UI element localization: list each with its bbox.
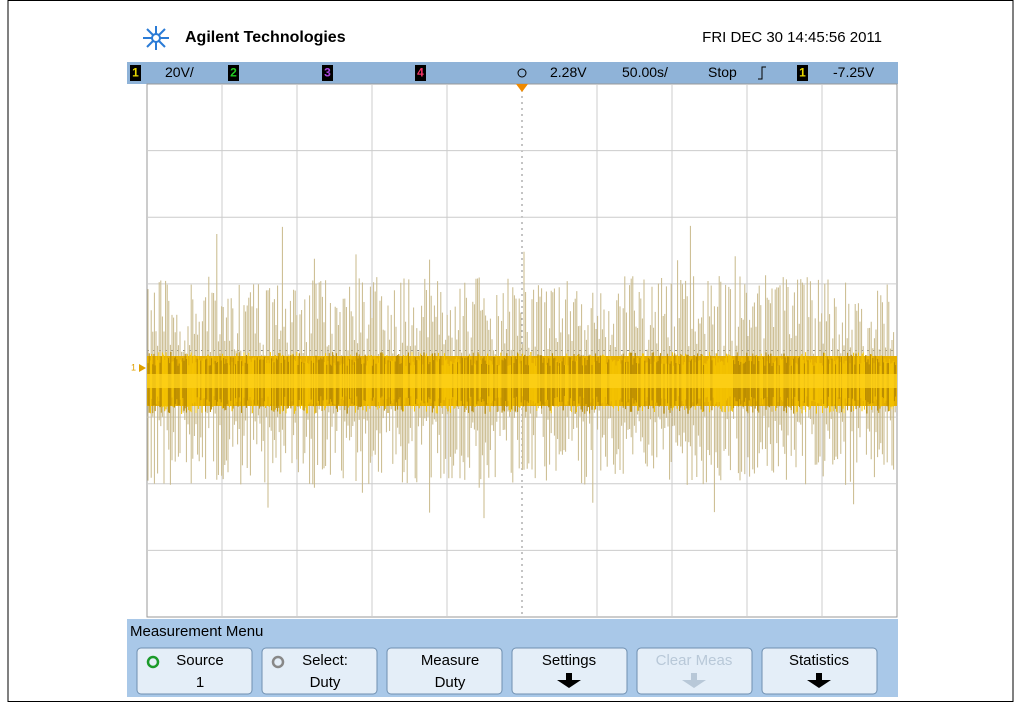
- brand: Agilent Technologies: [185, 29, 346, 46]
- datetime: FRI DEC 30 14:45:56 2011: [702, 29, 882, 46]
- button-label: Source: [176, 652, 224, 669]
- page: Agilent Technologies FRI DEC 30 14:45:56…: [0, 0, 1015, 702]
- channel-scale: 20V/: [165, 64, 194, 80]
- button-label: Clear Meas: [656, 652, 733, 669]
- button-label: Settings: [542, 652, 596, 669]
- menu-title: Measurement Menu: [130, 623, 263, 640]
- run-state: Stop: [708, 64, 737, 80]
- channel-number: 4: [417, 66, 424, 80]
- channel-number: 2: [230, 66, 237, 80]
- status-bar: [127, 62, 898, 84]
- down-arrow-stem: [816, 673, 822, 681]
- channel-number: 1: [132, 66, 139, 80]
- button-label: Select:: [302, 652, 348, 669]
- trigger-offset: -7.25V: [833, 64, 875, 80]
- trigger-level: 2.28V: [550, 64, 587, 80]
- button-value: 1: [196, 674, 204, 691]
- button-label: Measure: [421, 652, 479, 669]
- down-arrow-stem: [566, 673, 572, 681]
- timebase: 50.00s/: [622, 64, 668, 80]
- logo: [143, 26, 169, 50]
- down-arrow-stem: [691, 673, 697, 681]
- button-value: Duty: [435, 674, 466, 691]
- channel-number: 1: [799, 66, 806, 80]
- channel-marker: 1: [131, 362, 136, 372]
- button-label: Statistics: [789, 652, 849, 669]
- button-value: Duty: [310, 674, 341, 691]
- screenshot: Agilent Technologies FRI DEC 30 14:45:56…: [0, 0, 1015, 702]
- channel-number: 3: [324, 66, 331, 80]
